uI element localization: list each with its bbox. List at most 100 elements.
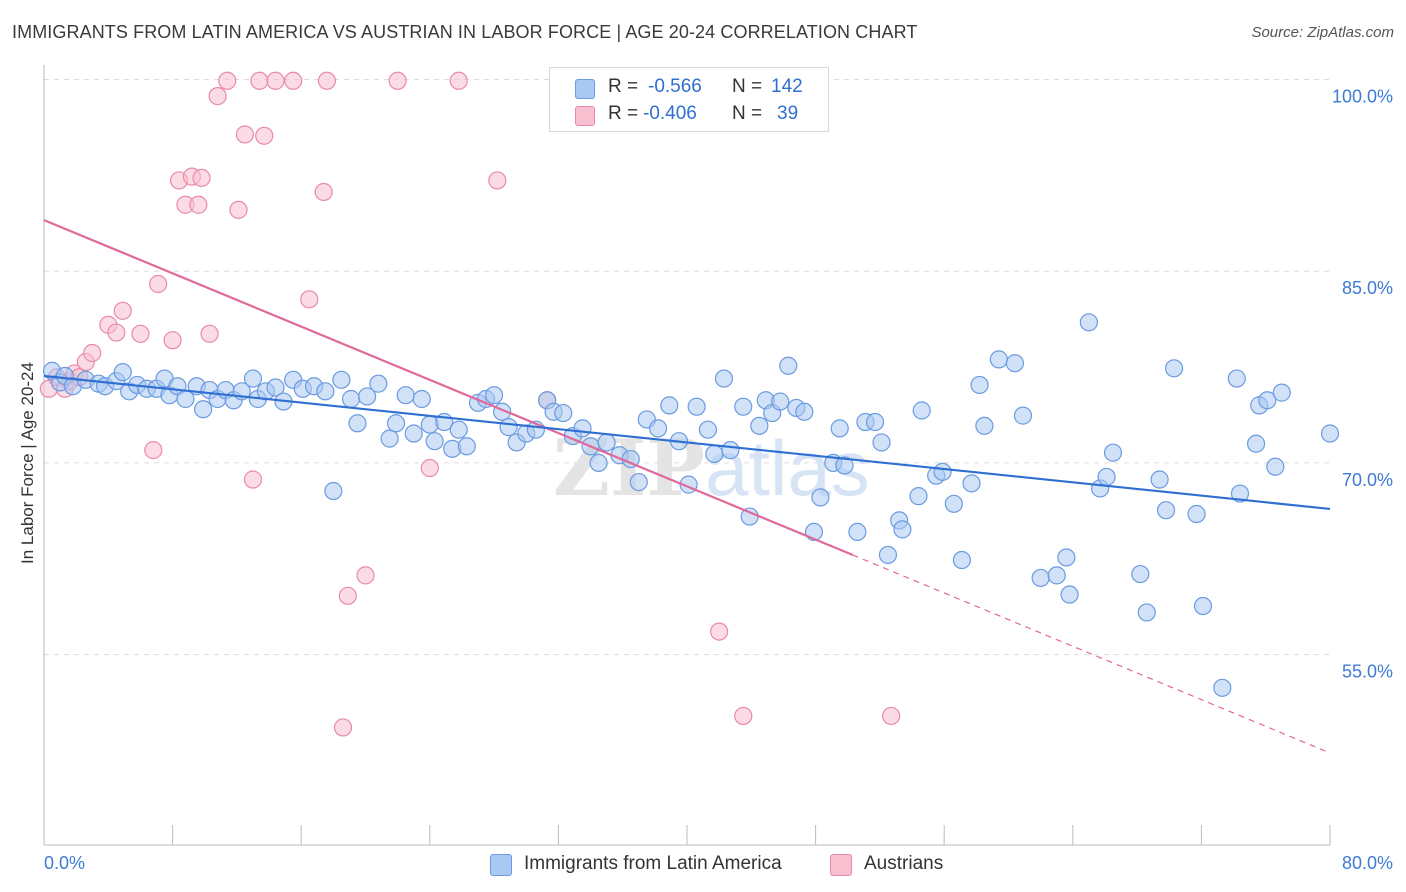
latin-america-point (341, 389, 361, 409)
latin-america-point (332, 370, 351, 389)
latin-america-point (358, 387, 377, 406)
latin-america-point (1266, 457, 1285, 476)
austrians-point (314, 182, 333, 202)
latin-america-point (721, 441, 740, 460)
austrians-point (131, 324, 150, 343)
latin-america-point (750, 416, 769, 435)
latin-america-point (1187, 504, 1206, 524)
r-label: R = (608, 76, 639, 97)
x-tick-label-min: 0.0% (44, 853, 85, 873)
latin-america-point (705, 444, 724, 464)
austrians-point (192, 168, 211, 188)
latin-america-point (412, 389, 431, 409)
latin-america-point (1013, 406, 1033, 425)
latin-america-point (485, 386, 504, 405)
blue-swatch-icon (575, 79, 595, 99)
latin-america-point (386, 414, 406, 433)
latin-america-point (912, 401, 931, 420)
austrians-point (388, 71, 407, 90)
trend-lines (43, 219, 1331, 754)
austrians-point (83, 343, 102, 363)
legend-label: Austrians (864, 853, 944, 874)
latin-america-point (835, 456, 854, 475)
austrians-point (113, 301, 132, 320)
latin-america-point (1137, 603, 1156, 622)
latin-america-point (687, 397, 706, 416)
latin-america-point (1193, 596, 1213, 616)
latin-america-point (1230, 484, 1250, 503)
austrians-point (284, 71, 303, 90)
latin-america-point (589, 453, 608, 472)
latin-america-point (316, 382, 335, 401)
austrians-point (189, 195, 208, 214)
austrians-point (250, 71, 269, 90)
latin-america-point (1005, 354, 1025, 373)
austrians-point (229, 200, 248, 219)
latin-america-point (243, 369, 263, 388)
x-tick-label-max: 80.0% (1342, 853, 1393, 873)
latin-america-point (1057, 548, 1076, 567)
austrians-point (208, 87, 227, 106)
latin-america-point (795, 402, 814, 421)
austrians-point (218, 71, 237, 90)
latin-america-point (449, 420, 468, 439)
latin-america-point (629, 472, 648, 492)
stats-legend: R = -0.566 N = 142 R = -0.406 N = 39 (549, 67, 829, 132)
austrians-point (420, 458, 439, 478)
n-label: N = (732, 76, 763, 97)
latin-america-point (1079, 313, 1098, 332)
austrians-point (149, 274, 168, 294)
y-tick-label: 70.0% (1342, 470, 1393, 490)
n-value: 39 (777, 103, 799, 124)
latin-america-point (266, 378, 285, 397)
legend-item-latin-america: Immigrants from Latin America (490, 852, 810, 878)
latin-america-point (660, 396, 679, 415)
austrians-point (163, 331, 182, 350)
latin-america-point (1272, 383, 1291, 402)
latin-america-point (811, 488, 830, 507)
stats-row-latin-america: R = -0.566 N = 142 (550, 73, 828, 101)
austrians-point (266, 71, 285, 90)
latin-america-point (698, 420, 717, 439)
austrians-trend-line (43, 219, 853, 556)
latin-america-point (878, 545, 898, 565)
austrians-point (488, 171, 507, 190)
latin-america-point (554, 403, 573, 423)
r-value: -0.406 (643, 103, 697, 124)
latin-america-point (1103, 443, 1123, 462)
austrians-point (107, 323, 126, 342)
latin-america-point (989, 350, 1008, 369)
tick-labels: 55.0% 70.0% 85.0% 100.0% 0.0% 80.0% (44, 87, 1393, 874)
latin-america-point (933, 462, 952, 481)
latin-america-point (597, 433, 616, 452)
latin-america-point (573, 419, 592, 438)
latin-america-point (952, 550, 971, 570)
austrians-point (255, 126, 274, 145)
chart-title: IMMIGRANTS FROM LATIN AMERICA VS AUSTRIA… (12, 22, 918, 42)
latin-america-point (779, 356, 798, 375)
austrians-point (300, 290, 319, 309)
austrians-point (333, 718, 353, 737)
latin-america-point (1246, 434, 1266, 453)
latin-america-point (893, 520, 912, 539)
latin-america-point (848, 522, 867, 542)
latin-america-point (944, 494, 963, 513)
latin-america-point (734, 397, 753, 416)
austrians-trend-extension (852, 554, 1331, 754)
blue-swatch-icon (490, 854, 512, 876)
austrians-point (338, 586, 357, 605)
latin-america-point (348, 414, 367, 433)
austrians-point (356, 566, 375, 585)
legend-item-austrians: Austrians (830, 852, 970, 878)
legend-label: Immigrants from Latin America (524, 853, 782, 874)
latin-america-point (1320, 424, 1340, 443)
austrians-point (317, 71, 337, 90)
latin-america-point (909, 487, 928, 506)
stats-row-austrians: R = -0.406 N = 39 (550, 100, 828, 128)
latin-america-point (1164, 359, 1184, 378)
latin-america-point (396, 386, 415, 405)
axes (43, 65, 1331, 846)
r-value: -0.566 (648, 76, 702, 97)
latin-america-point (771, 392, 790, 411)
